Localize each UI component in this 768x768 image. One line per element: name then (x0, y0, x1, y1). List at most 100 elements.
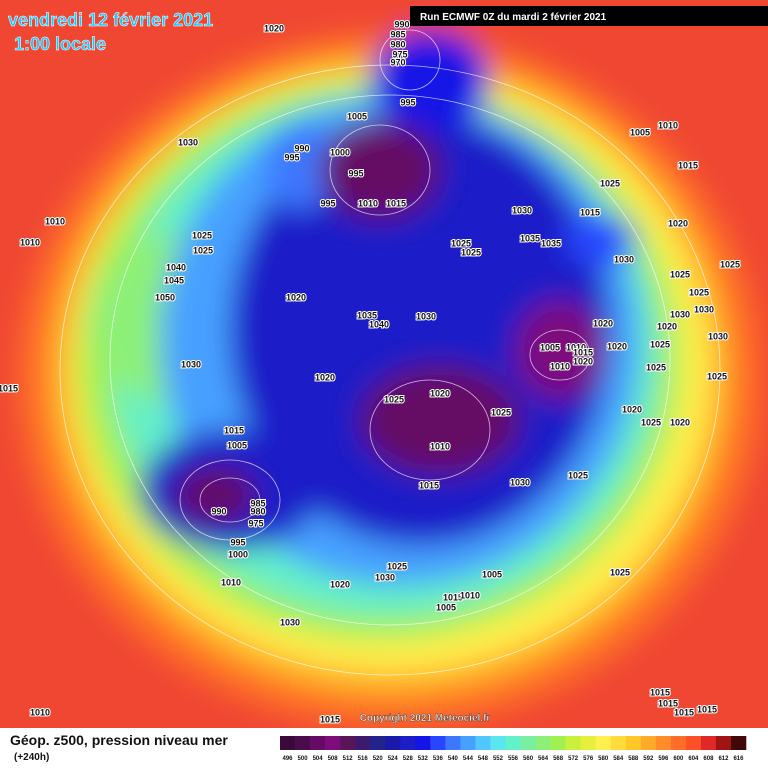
isobar-label: 1040 (166, 262, 186, 272)
isobar-label: 1015 (386, 198, 406, 208)
colorbar-cell (565, 736, 581, 750)
isobar-label: 1015 (320, 714, 340, 724)
isobar-label: 1030 (375, 572, 395, 582)
isobar-label: 1030 (670, 309, 690, 319)
colorbar-cell (370, 736, 386, 750)
lead-time: (+240h) (14, 752, 49, 763)
colorbar-cell (460, 736, 476, 750)
isobar-label: 980 (250, 506, 265, 516)
isobar-label: 1035 (520, 233, 540, 243)
colorbar-cell (415, 736, 431, 750)
colorbar-cell (310, 736, 326, 750)
colorbar-label: 608 (703, 756, 714, 762)
colorbar-label: 516 (358, 756, 369, 762)
isobar-label: 1020 (573, 356, 593, 366)
date: vendredi 12 février 2021 (8, 10, 213, 30)
isobar-label: 1025 (387, 561, 407, 571)
colorbar-cell (280, 736, 296, 750)
isobar-label: 1030 (181, 359, 201, 369)
colorbar-label: 532 (418, 756, 429, 762)
isobar-label: 1010 (658, 120, 678, 130)
isobar-label: 1030 (178, 137, 198, 147)
colorbar-cell (325, 736, 341, 750)
isobar-label: 1005 (630, 127, 650, 137)
copyright: Copyright 2021 Meteociel.fr (360, 713, 491, 724)
isobar-label: 1015 (650, 687, 670, 697)
colorbar-label: 500 (298, 756, 309, 762)
colorbar-cell (640, 736, 657, 750)
colorbar-label: 572 (568, 756, 579, 762)
run-info: Run ECMWF 0Z du mardi 2 février 2021 (420, 12, 607, 23)
isobar-label: 1020 (657, 321, 677, 331)
isobar-label: 1015 (697, 704, 717, 714)
colorbar-label: 544 (463, 756, 474, 762)
colorbar-label: 560 (523, 756, 534, 762)
isobar-label: 1040 (369, 319, 389, 329)
isobar-label: 1025 (451, 238, 471, 248)
isobar-label: 1025 (491, 407, 511, 417)
isobar-label: 1020 (330, 579, 350, 589)
colorbar-cell (700, 736, 717, 750)
isobar-label: 1010 (30, 707, 50, 717)
isobar-label: 1010 (566, 342, 586, 352)
colorbar-cell (595, 736, 612, 750)
colorbar-label: 588 (628, 756, 639, 762)
colorbar-cell (550, 736, 566, 750)
isobar-label: 1025 (384, 394, 404, 404)
colorbar-cell (535, 736, 551, 750)
isobar-label: 1020 (315, 372, 335, 382)
colorbar-cell (670, 736, 687, 750)
isobar-label: 1030 (614, 254, 634, 264)
isobar-label: 1010 (550, 361, 570, 371)
colorbar-label: 584 (613, 756, 624, 762)
isobar-label: 1010 (430, 441, 450, 451)
colorbar-label: 528 (403, 756, 414, 762)
isobar-label: 1010 (358, 198, 378, 208)
isobar-label: 1025 (646, 362, 666, 372)
colorbar-label: 524 (388, 756, 399, 762)
isobar-label: 1025 (192, 230, 212, 240)
colorbar-label: 548 (478, 756, 489, 762)
colorbar-cell (340, 736, 356, 750)
isobar-label: 1005 (347, 111, 367, 121)
isobar-label: 1015 (658, 698, 678, 708)
time: 1:00 locale (14, 34, 106, 54)
isobar-label: 985 (390, 29, 405, 39)
isobar-label: 1020 (670, 417, 690, 427)
colorbar-cell (430, 736, 446, 750)
isobar-label: 1020 (264, 23, 284, 33)
colorbar: 496 500 504 508 512 516 520 524 528 532 536 540 544 5… (280, 736, 747, 762)
isobar-label: 1015 (580, 207, 600, 217)
isobar-label: 1025 (650, 339, 670, 349)
isobar-label: 1015 (573, 347, 593, 357)
isobar-label: 1015 (224, 425, 244, 435)
isobar-label: 1025 (689, 287, 709, 297)
isobar-label: 970 (390, 57, 405, 67)
isobar-label: 990 (294, 143, 309, 153)
isobar-label: 1020 (607, 341, 627, 351)
isobar-label: 1025 (193, 245, 213, 255)
colorbar-label: 612 (718, 756, 729, 762)
isobar-label: 995 (348, 168, 363, 178)
isobar-label: 1030 (416, 311, 436, 321)
isobar-label: 1010 (221, 577, 241, 587)
isobar-label: 1025 (670, 269, 690, 279)
isobar-label: 995 (400, 97, 415, 107)
isobar-label: 1030 (280, 617, 300, 627)
colorbar-cell (625, 736, 642, 750)
colorbar-cell (295, 736, 311, 750)
isobar-label: 1020 (286, 292, 306, 302)
colorbar-label: 564 (538, 756, 549, 762)
colorbar-cell (610, 736, 627, 750)
isobar-label: 1045 (164, 275, 184, 285)
isobar-label: 1020 (622, 404, 642, 414)
colorbar-label: 580 (598, 756, 609, 762)
isobar-label: 1025 (600, 178, 620, 188)
isobar-label: 995 (320, 198, 335, 208)
isobars (59, 29, 721, 676)
isobar-label: 1025 (568, 470, 588, 480)
colorbar-cell (400, 736, 416, 750)
colorbar-cell (580, 736, 596, 750)
